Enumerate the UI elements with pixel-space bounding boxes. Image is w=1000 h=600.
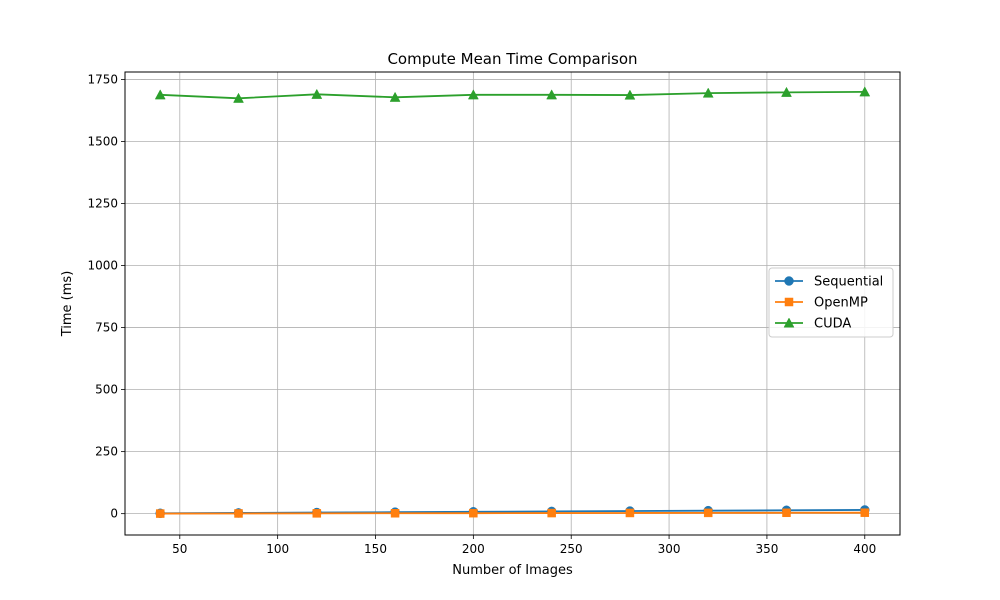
- chart-title: Compute Mean Time Comparison: [387, 50, 637, 68]
- x-axis: 50 100 150 200 250 300 350 400: [172, 535, 876, 556]
- y-tick-label: 1000: [87, 259, 118, 273]
- legend-marker: [783, 317, 795, 328]
- legend: Sequential OpenMP CUDA: [768, 267, 894, 338]
- data-point-cuda: [859, 86, 871, 97]
- data-point-cuda: [233, 92, 244, 103]
- y-tick-label: 1500: [87, 134, 118, 148]
- y-axis: 0 250 500 750 1000 1250 1500 1750: [87, 72, 125, 521]
- data-point-openmp: [703, 508, 713, 518]
- data-point-openmp: [625, 508, 635, 518]
- series-line-openmp: [160, 511, 865, 515]
- legend-box: [768, 267, 894, 338]
- legend-marker: [784, 276, 794, 286]
- data-point-cuda: [781, 86, 792, 97]
- legend-marker: [784, 297, 794, 307]
- legend-entry-cuda: CUDA: [775, 317, 851, 332]
- x-tick-label: 250: [560, 542, 583, 556]
- x-tick-label: 50: [172, 542, 187, 556]
- x-tick-label: 200: [462, 542, 485, 556]
- data-point-cuda: [624, 89, 636, 100]
- data-point-cuda: [311, 88, 323, 99]
- y-tick-label: 0: [110, 507, 118, 521]
- plot-frame: [124, 71, 901, 536]
- series-cuda: [154, 86, 871, 103]
- data-point-cuda: [467, 89, 479, 100]
- data-point-openmp: [390, 509, 400, 518]
- y-tick-label: 500: [95, 383, 118, 397]
- y-tick-label: 750: [95, 321, 118, 335]
- legend-label: CUDA: [814, 317, 851, 332]
- data-point-openmp: [234, 509, 243, 518]
- series-line-cuda: [160, 90, 865, 100]
- data-point-openmp: [469, 508, 478, 518]
- legend-entry-sequential: Sequential: [775, 275, 883, 290]
- y-tick-label: 1750: [87, 72, 118, 86]
- legend-label: OpenMP: [814, 296, 868, 311]
- x-tick-label: 350: [755, 542, 778, 556]
- y-tick-label: 1250: [87, 197, 118, 211]
- data-point-openmp: [155, 509, 165, 518]
- y-tick-label: 250: [95, 445, 118, 459]
- data-point-openmp: [860, 508, 870, 517]
- data-point-cuda: [389, 91, 401, 102]
- series-openmp: [155, 508, 870, 518]
- y-axis-label: Time (ms): [60, 271, 75, 338]
- legend-label: Sequential: [814, 275, 883, 290]
- x-tick-label: 300: [658, 542, 681, 556]
- data-point-cuda: [154, 89, 166, 100]
- x-tick-label: 150: [364, 542, 387, 556]
- data-point-openmp: [312, 509, 322, 518]
- data-point-cuda: [702, 87, 714, 98]
- x-tick-label: 400: [853, 542, 876, 556]
- x-axis-label: Number of Images: [452, 563, 573, 578]
- data-point-openmp: [782, 508, 791, 518]
- legend-entry-openmp: OpenMP: [775, 296, 868, 311]
- x-tick-label: 100: [266, 542, 289, 556]
- data-point-cuda: [546, 89, 558, 100]
- series-layer: [154, 86, 871, 519]
- data-point-openmp: [547, 508, 556, 518]
